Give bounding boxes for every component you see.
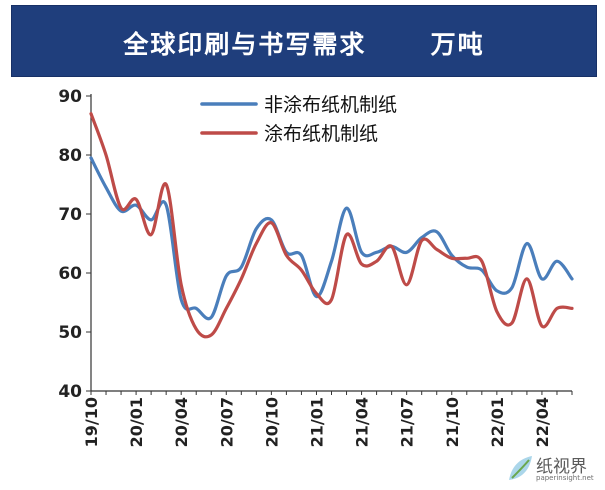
x-tick-label: 21/07 (398, 397, 417, 447)
legend-label-1: 非涂布纸机制纸 (264, 94, 397, 116)
x-tick-label: 20/01 (127, 397, 146, 447)
watermark: 纸视界 paperinsight.net (506, 452, 602, 488)
y-tick-label: 50 (58, 323, 82, 343)
title-bar: 全球印刷与书写需求 万吨 (11, 5, 597, 77)
x-tick-label: 20/07 (217, 397, 236, 447)
legend-label-2: 涂布纸机制纸 (264, 123, 378, 145)
y-tick-label: 70 (58, 205, 82, 225)
chart-title: 全球印刷与书写需求 万吨 (12, 25, 596, 61)
x-tick-label: 20/10 (262, 397, 281, 447)
series-line-1 (89, 156, 574, 321)
chart-title-main: 全球印刷与书写需求 (123, 30, 367, 59)
x-tick-label: 22/04 (533, 397, 552, 447)
y-tick-label: 40 (58, 382, 82, 402)
x-tick-label: 22/01 (488, 397, 507, 447)
y-axis-ticks: 40 50 60 70 80 90 (58, 87, 91, 402)
x-tick-label: 20/04 (172, 397, 191, 447)
series-lines (89, 112, 574, 339)
x-tick-label: 21/04 (353, 397, 372, 447)
chart-title-unit: 万吨 (430, 30, 485, 59)
x-tick-label: 21/10 (443, 397, 462, 447)
paper-leaf-icon (509, 456, 532, 480)
series-line-2 (89, 112, 574, 339)
y-tick-label: 60 (58, 264, 82, 284)
x-axis-ticks: 19/10 20/01 20/04 20/07 20/10 21/01 21/04 21/07… (82, 391, 573, 447)
y-tick-label: 80 (58, 146, 82, 166)
watermark-url: paperinsight.net (536, 474, 594, 482)
x-tick-label: 19/10 (82, 397, 101, 447)
x-tick-label: 21/01 (307, 397, 326, 447)
y-tick-label: 90 (58, 87, 82, 107)
watermark-logo-text: 纸视界 (536, 457, 587, 477)
